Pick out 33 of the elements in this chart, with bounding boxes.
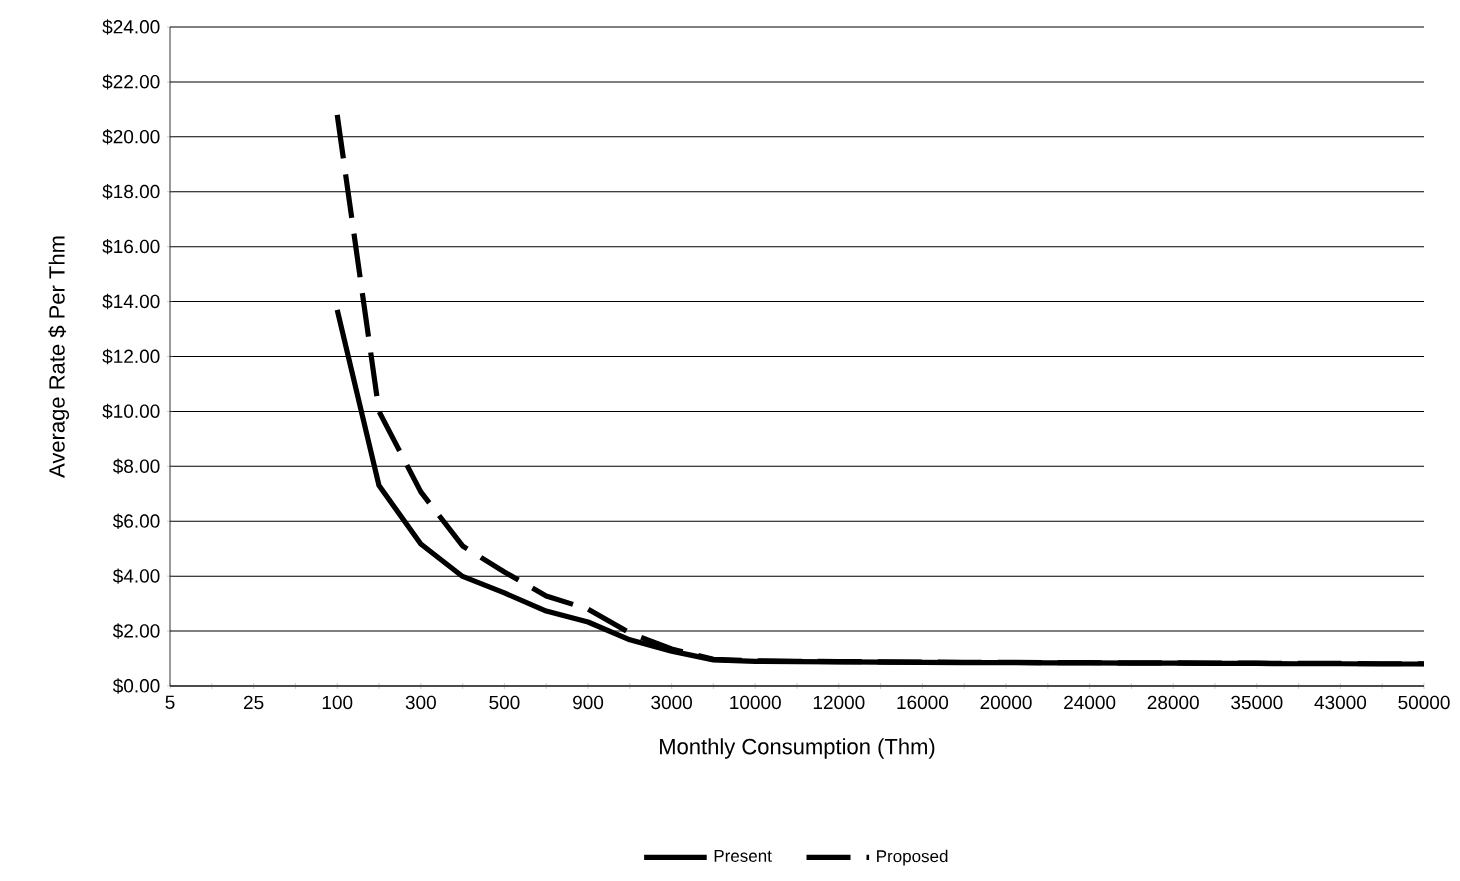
y-tick-label: $6.00 bbox=[112, 513, 160, 529]
x-tick-label: 3000 bbox=[651, 695, 692, 710]
x-tick-label: 16000 bbox=[897, 695, 949, 710]
x-tick-label: 28000 bbox=[1147, 695, 1199, 710]
y-tick-label: $10.00 bbox=[102, 403, 160, 420]
x-tick-label: 900 bbox=[573, 695, 604, 710]
y-tick-label: $14.00 bbox=[102, 293, 160, 310]
x-tick-label: 20000 bbox=[980, 695, 1032, 710]
x-tick-label: 50000 bbox=[1398, 695, 1450, 710]
x-tick-label: 100 bbox=[322, 695, 353, 710]
x-tick-label: 500 bbox=[489, 695, 520, 710]
y-tick-label: $22.00 bbox=[102, 74, 160, 90]
x-tick-label: 300 bbox=[405, 695, 436, 710]
x-tick-label: 12000 bbox=[813, 695, 865, 710]
x-tick-label: 10000 bbox=[730, 695, 781, 710]
x-tick-label: 43000 bbox=[1314, 695, 1367, 710]
y-axis-title: Average Rate $ Per Thm bbox=[48, 236, 70, 478]
y-tick-label: $2.00 bbox=[112, 623, 160, 639]
y-tick-label: $8.00 bbox=[112, 458, 160, 475]
legend-label: Present bbox=[714, 850, 772, 862]
y-tick-label: $20.00 bbox=[102, 129, 160, 145]
x-tick-label: 5 bbox=[165, 695, 175, 709]
x-tick-label: 35000 bbox=[1231, 695, 1283, 710]
y-tick-label: $4.00 bbox=[112, 568, 160, 584]
x-axis-title: Monthly Consumption (Thm) bbox=[660, 738, 935, 759]
y-tick-label: $18.00 bbox=[102, 184, 160, 200]
y-tick-label: $16.00 bbox=[102, 238, 160, 255]
legend-label: Proposed bbox=[877, 849, 948, 866]
y-tick-label: $12.00 bbox=[102, 348, 160, 365]
y-tick-label: $24.00 bbox=[102, 19, 160, 35]
x-tick-label: 24000 bbox=[1064, 695, 1116, 710]
x-tick-label: 25 bbox=[243, 695, 264, 710]
y-tick-label: $0.00 bbox=[112, 678, 160, 694]
